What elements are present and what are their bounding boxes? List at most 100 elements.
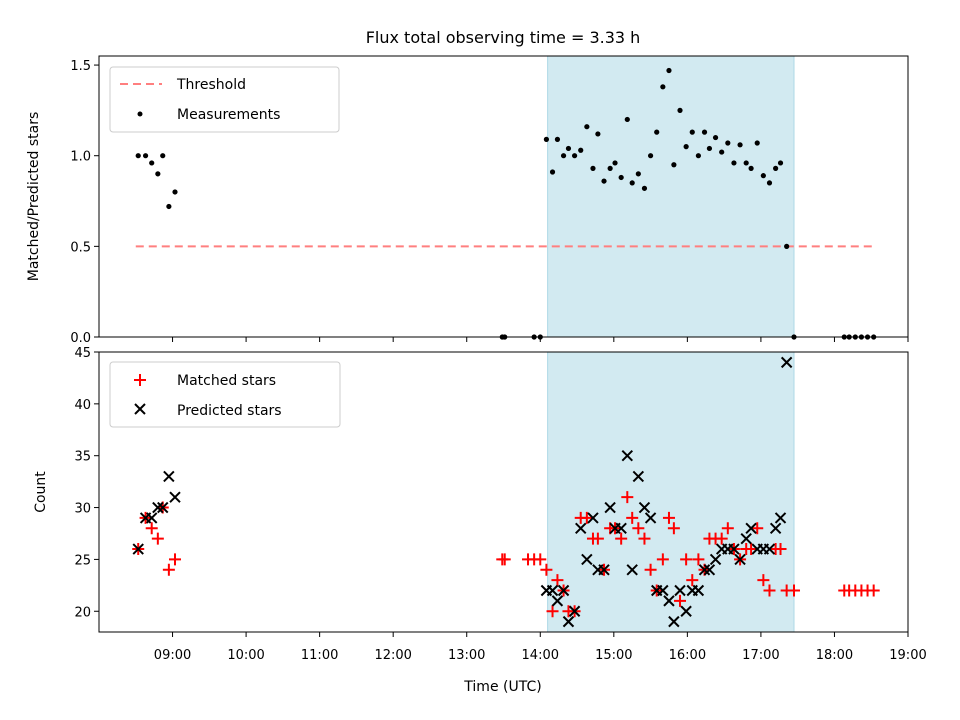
- measurement-point: [624, 116, 630, 123]
- matched-star-point: [145, 522, 158, 535]
- y-tick-label: 30: [74, 502, 91, 517]
- top-panel-y-axis: 0.0 0.5 1.0 1.5: [70, 59, 99, 346]
- x-tick-label: 14:00: [522, 648, 559, 663]
- measurement-point: [683, 144, 689, 150]
- measurement-point: [654, 129, 660, 135]
- legend-measurements-label: Measurements: [177, 107, 280, 123]
- measurement-point: [629, 180, 635, 186]
- x-tick-label: 09:00: [154, 648, 191, 663]
- matched-star-point: [656, 553, 669, 566]
- predicted-star-point: [621, 449, 634, 462]
- y-tick-label: 45: [74, 346, 91, 361]
- measurement-point: [706, 145, 713, 152]
- measurement-point: [554, 136, 561, 142]
- measurement-point: [618, 174, 624, 181]
- legend-matched-label: Matched stars: [177, 373, 276, 389]
- measurement-point: [578, 147, 584, 153]
- predicted-star-point: [728, 543, 740, 555]
- measurement-point: [543, 136, 550, 142]
- x-tick-label: 19:00: [889, 648, 926, 663]
- measurement-point: [160, 153, 166, 159]
- predicted-star-point: [663, 595, 675, 607]
- predicted-star-point: [546, 584, 559, 597]
- measurement-point: [748, 165, 754, 171]
- measurement-point: [595, 131, 601, 137]
- bottom-legend-box: [109, 361, 341, 428]
- predicted-star-point: [581, 553, 593, 566]
- predicted-star-point: [703, 564, 716, 576]
- measurement-point: [635, 171, 641, 177]
- y-tick-label: 0.0: [70, 331, 91, 346]
- matched-star-point: [662, 511, 675, 524]
- matched-star-point: [162, 563, 175, 576]
- top-panel-marks: [135, 67, 877, 340]
- predicted-star-point: [692, 584, 705, 597]
- predicted-star-point: [632, 470, 645, 483]
- matched-star-point: [692, 553, 705, 566]
- predicted-star-point: [604, 501, 616, 514]
- matched-star-point: [667, 522, 680, 535]
- bottom-panel-legend: Matched stars Predicted stars: [109, 361, 341, 428]
- top-panel-x-axis: [172, 337, 909, 342]
- matched-star-point: [763, 584, 776, 597]
- matched-star-point: [168, 553, 181, 566]
- matched-star-point: [638, 532, 651, 545]
- matched-star-point: [788, 584, 801, 597]
- x-tick-label: 15:00: [595, 648, 632, 663]
- matched-star-point: [774, 543, 787, 556]
- legend-threshold-label: Threshold: [176, 77, 246, 93]
- predicted-star-point: [626, 564, 638, 576]
- predicted-star-point: [644, 512, 657, 524]
- measurement-point: [719, 149, 725, 155]
- series-measurements: [135, 67, 877, 340]
- observing-window-shade-bottom: [547, 351, 795, 633]
- bottom-panel-marks: [132, 356, 880, 628]
- predicted-star-point: [734, 553, 746, 566]
- bottom-panel-frame: [98, 351, 909, 633]
- chart-title: Flux total observing time = 3.33 h: [366, 28, 641, 47]
- y-tick-label: 35: [74, 450, 91, 465]
- measurement-point: [766, 180, 773, 186]
- matched-star-point: [680, 553, 693, 566]
- x-tick-label: 12:00: [374, 648, 411, 663]
- top-panel-frame: [98, 55, 909, 338]
- measurement-point: [590, 165, 596, 171]
- matched-star-point: [615, 532, 628, 545]
- y-tick-label: 20: [74, 605, 91, 620]
- measurement-point: [760, 173, 766, 179]
- x-tick-label: 17:00: [742, 648, 779, 663]
- top-panel-legend: Threshold Measurements: [109, 66, 340, 133]
- predicted-star-point: [557, 584, 570, 597]
- measurement-point: [731, 160, 737, 166]
- matched-star-point: [867, 584, 880, 597]
- measurement-point: [743, 160, 749, 166]
- x-tick-label: 13:00: [448, 648, 485, 663]
- x-tick-label: 10:00: [227, 648, 264, 663]
- y-tick-label: 40: [74, 398, 91, 413]
- measurement-point: [647, 153, 654, 159]
- measurement-point: [689, 129, 695, 135]
- matched-star-point: [751, 522, 764, 535]
- measurement-point: [172, 189, 178, 195]
- measurement-point: [660, 84, 666, 90]
- predicted-star-point: [638, 501, 651, 514]
- matched-star-point: [632, 522, 645, 535]
- measurement-point: [754, 140, 760, 146]
- matched-star-point: [721, 522, 734, 535]
- matched-star-point: [580, 511, 593, 524]
- matched-star-point: [674, 594, 687, 607]
- measurement-point: [607, 165, 613, 171]
- measurement-point: [142, 153, 149, 159]
- legend-predicted-label: Predicted stars: [177, 403, 282, 419]
- x-tick-label: 16:00: [669, 648, 706, 663]
- measurement-point: [695, 153, 701, 159]
- matched-star-point: [745, 543, 758, 556]
- predicted-star-point: [551, 595, 564, 607]
- measurement-point: [737, 142, 743, 148]
- predicted-star-point: [769, 522, 782, 535]
- measurement-point: [701, 129, 708, 135]
- x-tick-label: 18:00: [816, 648, 853, 663]
- predicted-star-point: [132, 543, 144, 555]
- matched-star-point: [626, 511, 639, 524]
